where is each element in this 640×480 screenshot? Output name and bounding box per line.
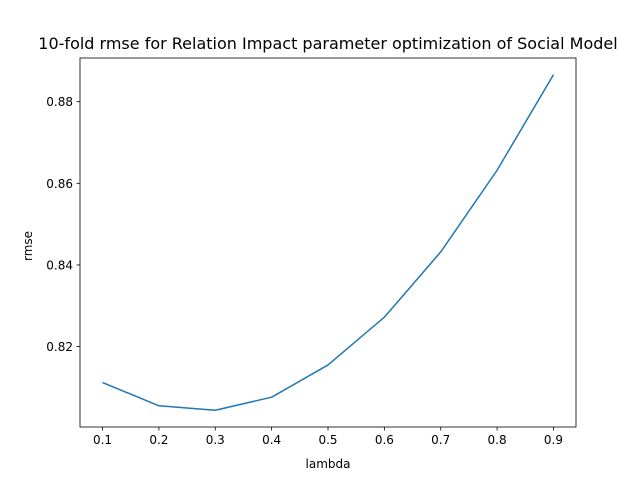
plot-area: 0.1 0.2 0.3 0.4 0.5 0.6 0.7 0.8 0.9 0.82 0.84 0.86 0… [46, 57, 577, 447]
x-tick-label-3: 0.4 [262, 433, 281, 447]
x-tick-label-7: 0.8 [488, 433, 507, 447]
x-tick-label-2: 0.3 [206, 433, 225, 447]
y-tick-label-3: 0.88 [46, 95, 73, 109]
axes-frame [79, 57, 577, 428]
x-tick-label-8: 0.9 [544, 433, 563, 447]
y-tick-label-2: 0.86 [46, 177, 73, 191]
x-axis-label: lambda [306, 457, 351, 471]
x-tick-label-5: 0.6 [375, 433, 394, 447]
chart-title: 10-fold rmse for Relation Impact paramet… [38, 34, 617, 53]
x-tick-label-4: 0.5 [318, 433, 337, 447]
y-tick-label-0: 0.82 [46, 340, 73, 354]
series-line-0 [102, 74, 555, 412]
x-tick-label-6: 0.7 [431, 433, 450, 447]
x-tick-label-1: 0.2 [149, 433, 168, 447]
x-tick-label-0: 0.1 [93, 433, 112, 447]
y-axis-label: rmse [21, 231, 35, 261]
y-tick-label-1: 0.84 [46, 258, 73, 272]
